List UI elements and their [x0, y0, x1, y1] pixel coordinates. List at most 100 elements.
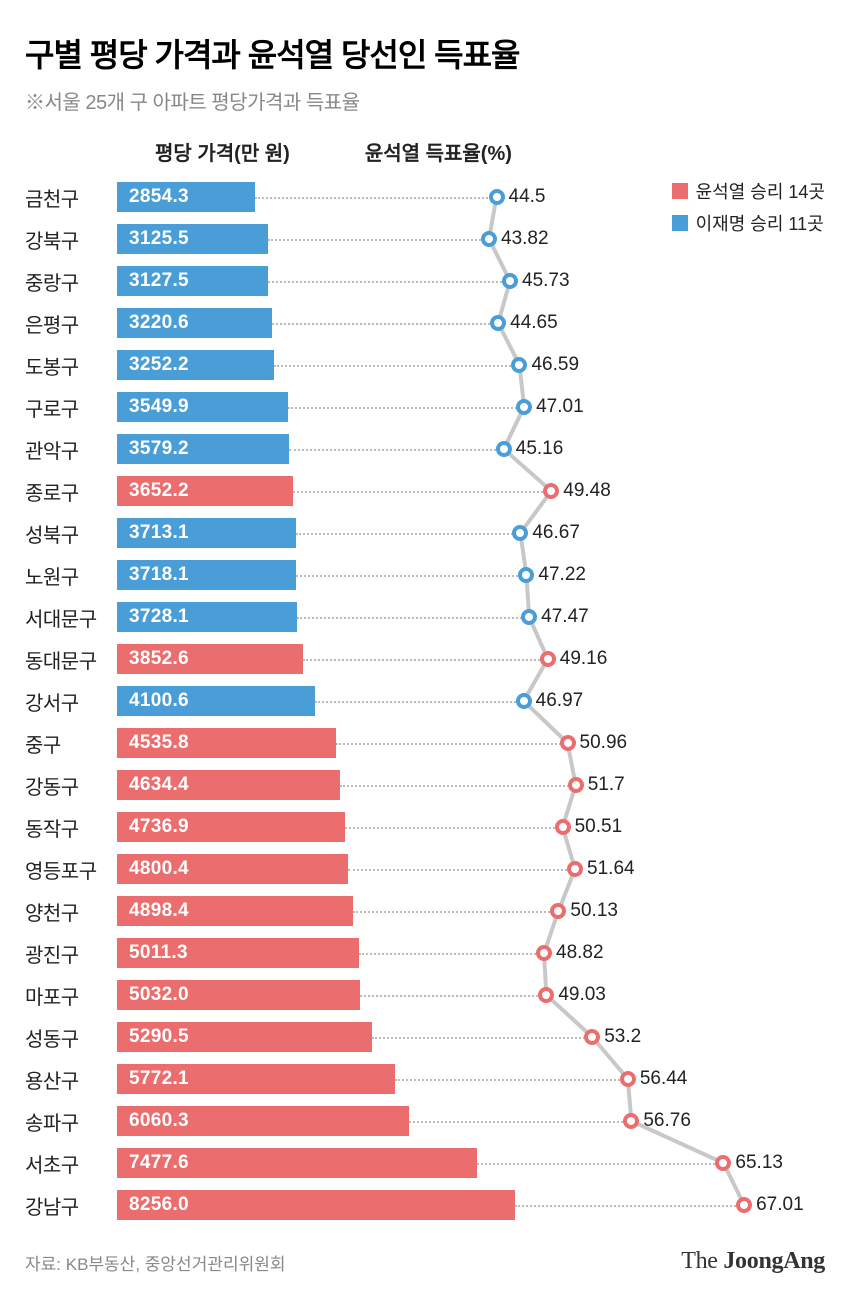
district-label: 마포구 [25, 981, 117, 1010]
district-label: 강동구 [25, 771, 117, 800]
district-label: 성북구 [25, 519, 117, 548]
vote-label: 46.67 [532, 522, 580, 544]
vote-marker [489, 189, 505, 205]
vote-label: 56.44 [640, 1068, 688, 1090]
dotted-leader [477, 1163, 723, 1165]
chart-row: 서초구7477.665.13 [25, 1142, 825, 1184]
vote-label: 50.96 [580, 732, 628, 754]
price-bar: 4736.9 [117, 812, 345, 842]
chart-row: 양천구4898.4 50.13 [25, 890, 825, 932]
price-bar: 3252.2 [117, 350, 274, 380]
column-headers: 평당 가격(만 원) 윤석열 득표율(%) [25, 137, 825, 166]
bar-zone: 4535.850.96 [117, 722, 825, 764]
source-label: 자료: KB부동산, 중앙선거관리위원회 [25, 1250, 286, 1275]
vote-label: 47.22 [538, 564, 586, 586]
district-label: 광진구 [25, 939, 117, 968]
vote-marker [736, 1197, 752, 1213]
chart-row: 용산구5772.1 56.44 [25, 1058, 825, 1100]
chart-row: 종로구3652.2 49.48 [25, 470, 825, 512]
chart-row: 관악구3579.245.16 [25, 428, 825, 470]
vote-marker [502, 273, 518, 289]
dotted-leader [359, 953, 545, 955]
vote-marker [538, 987, 554, 1003]
dotted-leader [268, 281, 510, 283]
vote-marker [584, 1029, 600, 1045]
bar-zone: 3220.644.65 [117, 302, 825, 344]
vote-marker [555, 819, 571, 835]
brand-logo: The JoongAng [681, 1248, 825, 1275]
dotted-leader [340, 785, 575, 787]
chart-title: 구별 평당 가격과 윤석열 당선인 득표율 [25, 30, 825, 76]
price-bar: 4634.4 [117, 770, 340, 800]
dotted-leader [297, 617, 530, 619]
bar-zone: 3125.543.82 [117, 218, 825, 260]
vote-marker [496, 441, 512, 457]
chart-row: 서대문구3728.147.47 [25, 596, 825, 638]
district-label: 종로구 [25, 477, 117, 506]
price-bar: 5772.1 [117, 1064, 395, 1094]
chart-row: 성북구3713.146.67 [25, 512, 825, 554]
vote-marker [516, 399, 532, 415]
dotted-leader [315, 701, 524, 703]
price-bar: 4898.4 [117, 896, 353, 926]
bar-zone: 4800.451.64 [117, 848, 825, 890]
price-bar: 6060.3 [117, 1106, 409, 1136]
vote-label: 49.03 [558, 984, 606, 1006]
chart-row: 강북구3125.543.82 [25, 218, 825, 260]
price-bar: 3220.6 [117, 308, 272, 338]
chart-row: 금천구2854.3 44.5 [25, 176, 825, 218]
bar-zone: 3713.146.67 [117, 512, 825, 554]
price-bar: 3579.2 [117, 434, 289, 464]
vote-marker [560, 735, 576, 751]
district-label: 은평구 [25, 309, 117, 338]
vote-marker [620, 1071, 636, 1087]
district-label: 양천구 [25, 897, 117, 926]
chart-row: 구로구3549.9 47.01 [25, 386, 825, 428]
vote-label: 45.73 [522, 270, 570, 292]
vote-marker [623, 1113, 639, 1129]
dotted-leader [395, 1079, 628, 1081]
price-bar: 3549.9 [117, 392, 288, 422]
vote-label: 67.01 [756, 1194, 804, 1216]
price-bar: 3652.2 [117, 476, 293, 506]
price-bar: 3718.1 [117, 560, 296, 590]
dotted-leader [293, 491, 551, 493]
bar-zone: 5032.0 49.03 [117, 974, 825, 1016]
bar-zone: 5011.348.82 [117, 932, 825, 974]
vote-label: 50.13 [570, 900, 618, 922]
vote-label: 44.5 [509, 186, 546, 208]
vote-label: 43.82 [501, 228, 549, 250]
bar-zone: 5772.1 56.44 [117, 1058, 825, 1100]
district-label: 강북구 [25, 225, 117, 254]
bar-zone: 3728.147.47 [117, 596, 825, 638]
vote-marker [540, 651, 556, 667]
price-bar: 3127.5 [117, 266, 268, 296]
bar-zone: 3252.246.59 [117, 344, 825, 386]
bar-zone: 4634.451.7 [117, 764, 825, 806]
district-label: 강남구 [25, 1191, 117, 1220]
district-label: 용산구 [25, 1065, 117, 1094]
vote-label: 47.47 [541, 606, 589, 628]
dotted-leader [372, 1037, 592, 1039]
district-label: 서대문구 [25, 603, 117, 632]
district-label: 구로구 [25, 393, 117, 422]
dotted-leader [268, 239, 489, 241]
footer: 자료: KB부동산, 중앙선거관리위원회 The JoongAng [25, 1248, 825, 1275]
chart-row: 은평구3220.644.65 [25, 302, 825, 344]
price-bar: 5290.5 [117, 1022, 372, 1052]
vote-marker [516, 693, 532, 709]
bar-zone: 4736.950.51 [117, 806, 825, 848]
vote-label: 53.2 [604, 1026, 641, 1048]
district-label: 금천구 [25, 183, 117, 212]
vote-label: 49.48 [563, 480, 611, 502]
price-bar: 2854.3 [117, 182, 255, 212]
header-vote: 윤석열 득표율(%) [365, 137, 512, 166]
vote-label: 47.01 [536, 396, 584, 418]
dotted-leader [515, 1205, 744, 1207]
price-bar: 5032.0 [117, 980, 360, 1010]
chart-row: 강동구4634.451.7 [25, 764, 825, 806]
chart-row: 노원구3718.147.22 [25, 554, 825, 596]
vote-marker [715, 1155, 731, 1171]
dotted-leader [289, 449, 503, 451]
dotted-leader [296, 575, 526, 577]
